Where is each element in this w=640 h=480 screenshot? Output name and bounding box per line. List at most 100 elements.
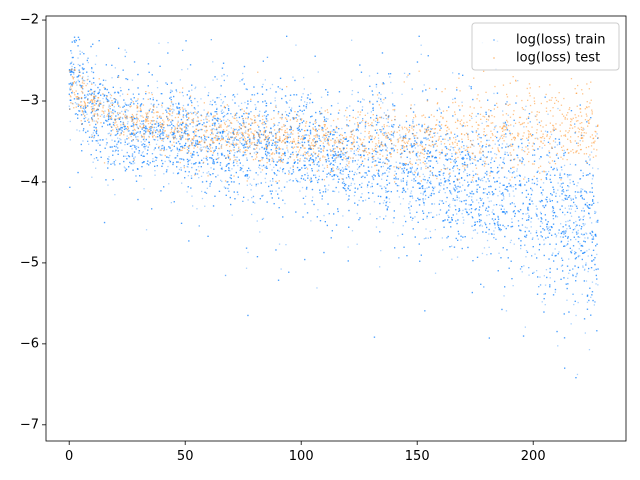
- data-point: [497, 195, 499, 197]
- data-point: [312, 196, 314, 198]
- data-point: [440, 143, 442, 145]
- data-point: [135, 132, 137, 134]
- data-point: [474, 221, 476, 223]
- data-point: [265, 130, 267, 132]
- data-point: [583, 269, 586, 271]
- data-point: [484, 222, 486, 225]
- data-point: [493, 233, 495, 235]
- data-point: [290, 128, 292, 130]
- data-point: [483, 176, 485, 178]
- data-point: [173, 201, 175, 203]
- data-point: [466, 194, 468, 196]
- data-point: [192, 126, 194, 128]
- data-point: [227, 105, 230, 107]
- data-point: [231, 136, 233, 138]
- data-point: [265, 115, 268, 117]
- data-point: [392, 132, 395, 134]
- data-point: [142, 138, 145, 141]
- data-point: [296, 154, 299, 156]
- data-point: [472, 260, 474, 262]
- data-point: [275, 147, 277, 150]
- data-point: [583, 128, 585, 130]
- data-point: [459, 186, 461, 188]
- data-point: [460, 239, 462, 241]
- data-point: [374, 129, 376, 131]
- data-point: [545, 178, 548, 180]
- data-point: [586, 295, 589, 297]
- data-point: [228, 150, 230, 152]
- data-point: [379, 231, 381, 233]
- data-point: [182, 135, 184, 137]
- data-point: [323, 116, 325, 118]
- data-point: [173, 137, 175, 139]
- data-point: [119, 129, 121, 131]
- data-point: [261, 86, 263, 88]
- data-point: [461, 247, 463, 250]
- data-point: [214, 101, 216, 103]
- data-point: [159, 135, 161, 137]
- data-point: [563, 164, 566, 167]
- data-point: [326, 224, 328, 227]
- data-point: [561, 190, 563, 192]
- data-point: [298, 115, 300, 117]
- data-point: [518, 184, 520, 186]
- data-point: [501, 205, 504, 207]
- data-point: [236, 112, 238, 114]
- data-point: [177, 153, 179, 155]
- data-point: [155, 123, 157, 125]
- data-point: [576, 224, 578, 226]
- data-point: [551, 226, 553, 229]
- data-point: [117, 141, 120, 143]
- data-point: [328, 160, 330, 162]
- data-point: [355, 128, 358, 130]
- data-point: [147, 146, 149, 148]
- data-point: [247, 314, 249, 317]
- data-point: [429, 174, 431, 176]
- data-point: [172, 103, 174, 105]
- data-point: [161, 131, 164, 133]
- data-point: [474, 209, 476, 211]
- data-point: [104, 87, 106, 90]
- data-point: [465, 208, 468, 210]
- data-point: [239, 123, 241, 125]
- data-point: [319, 192, 321, 194]
- data-point: [588, 299, 590, 302]
- data-point: [217, 174, 219, 176]
- data-point: [318, 161, 320, 163]
- data-point: [95, 157, 98, 159]
- data-point: [117, 92, 120, 94]
- data-point: [344, 152, 346, 154]
- data-point: [288, 170, 290, 172]
- data-point: [575, 275, 577, 278]
- data-point: [228, 162, 230, 165]
- data-point: [472, 181, 474, 183]
- data-point: [239, 162, 241, 164]
- data-point: [174, 132, 176, 134]
- data-point: [120, 142, 122, 144]
- data-point: [242, 120, 245, 122]
- data-point: [579, 178, 581, 180]
- data-point: [458, 147, 460, 149]
- data-point: [360, 196, 362, 198]
- data-point: [478, 209, 480, 211]
- data-point: [574, 265, 576, 267]
- data-point: [497, 223, 499, 225]
- data-point: [468, 184, 470, 186]
- data-point: [597, 201, 599, 204]
- data-point: [243, 147, 245, 149]
- data-point: [541, 301, 543, 303]
- data-point: [483, 247, 486, 249]
- data-point: [121, 117, 124, 119]
- data-point: [186, 124, 188, 126]
- data-point: [563, 233, 565, 235]
- data-point: [231, 99, 234, 101]
- data-point: [263, 127, 265, 129]
- data-point: [308, 125, 311, 127]
- data-point: [493, 177, 495, 179]
- data-point: [447, 235, 449, 238]
- data-point: [555, 243, 557, 245]
- data-point: [573, 222, 575, 224]
- data-point: [570, 205, 572, 207]
- data-point: [135, 138, 138, 140]
